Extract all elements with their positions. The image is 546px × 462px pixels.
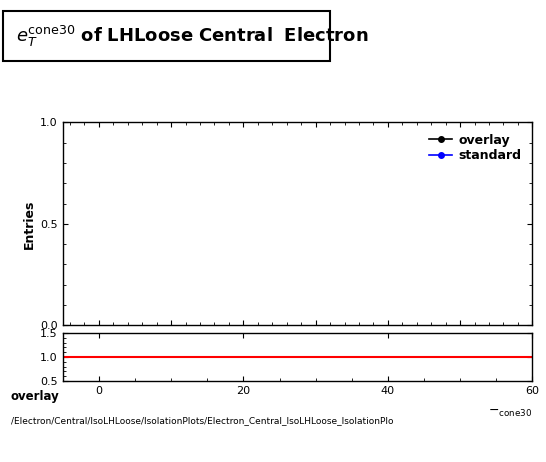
Y-axis label: Entries: Entries (23, 199, 36, 249)
Text: $-_{\mathrm{cone30}}$: $-_{\mathrm{cone30}}$ (488, 406, 532, 419)
Text: $e_T^{\mathrm{cone30}}$$\mathbf{\ of\ LHLoose\ Central\ \ Electron}$: $e_T^{\mathrm{cone30}}$$\mathbf{\ of\ LH… (16, 24, 369, 49)
Text: overlay: overlay (11, 390, 60, 403)
Text: /Electron/Central/IsoLHLoose/IsolationPlots/Electron_Central_IsoLHLoose_Isolatio: /Electron/Central/IsoLHLoose/IsolationPl… (11, 416, 394, 425)
FancyBboxPatch shape (3, 11, 330, 61)
Legend: overlay, standard: overlay, standard (424, 129, 526, 167)
